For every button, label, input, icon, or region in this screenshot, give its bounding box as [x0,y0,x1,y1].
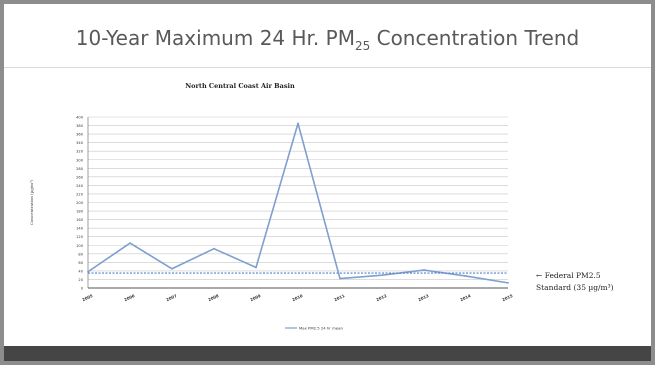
y-tick-label: 160 [76,218,84,222]
x-tick-label: 2005 [81,293,93,302]
y-tick-label: 260 [76,175,84,179]
data-point [381,274,383,277]
y-tick-label: 100 [76,244,84,248]
x-tick-label: 2008 [207,293,219,302]
federal-standard-annotation: ← Federal PM2.5 Standard (35 µg/m³) [536,270,614,294]
data-point [213,247,215,250]
annotation-line1: Federal PM2.5 [544,271,601,280]
title-end: Concentration Trend [370,26,580,50]
data-point [171,267,173,270]
title-divider [4,67,651,68]
y-tick-label: 140 [76,227,84,231]
data-point [507,281,509,284]
x-tick-label: 2011 [333,293,345,302]
data-point [423,269,425,271]
x-tick-label: 2015 [501,293,513,302]
y-tick-label: 340 [76,141,84,145]
y-tick-label: 60 [78,261,83,265]
y-tick-label: 300 [76,158,84,162]
y-tick-label: 80 [78,252,83,256]
annotation-line2: Standard (35 µg/m³) [536,283,614,292]
data-point [339,277,341,280]
y-tick-label: 240 [76,184,84,188]
y-tick-label: 200 [76,201,84,205]
y-tick-label: 120 [76,235,84,239]
y-tick-label: 20 [78,278,83,282]
annotation-arrow: ← [536,271,543,280]
y-axis-label: Concentration (µg/m³) [29,179,34,225]
x-tick-label: 2012 [375,293,387,302]
y-tick-label: 0 [81,287,84,291]
title-subscript: 25 [354,39,371,53]
title-main: 10-Year Maximum 24 Hr. PM [75,26,355,50]
chart-title: North Central Coast Air Basin [185,82,295,90]
y-tick-label: 40 [78,269,83,273]
y-tick-label: 280 [76,167,84,171]
y-tick-label: 320 [76,150,84,154]
x-tick-label: 2006 [123,293,135,302]
footer-bar [4,346,651,361]
x-tick-label: 2013 [417,293,429,302]
y-tick-label: 220 [76,192,84,196]
y-tick-label: 400 [76,116,84,120]
data-point [129,242,131,245]
data-point [465,275,467,277]
data-point [255,266,257,269]
y-tick-label: 380 [76,124,84,128]
data-point [297,122,299,125]
x-tick-label: 2007 [165,293,177,302]
series-line-max-pm25 [87,122,509,284]
legend-label: Max PM2.5 24 hr mean [299,326,343,331]
y-tick-label: 360 [76,133,84,137]
y-tick-label: 180 [76,210,84,214]
slide: 10-Year Maximum 24 Hr. PM25 Concentratio… [4,4,651,361]
x-tick-label: 2014 [459,293,471,302]
slide-title: 10-Year Maximum 24 Hr. PM25 Concentratio… [4,26,651,53]
data-point [87,270,89,273]
x-tick-label: 2009 [249,293,261,302]
x-tick-label: 2010 [291,293,303,302]
